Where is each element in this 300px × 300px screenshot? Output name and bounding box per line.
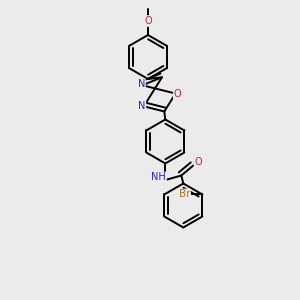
- Text: O: O: [174, 88, 181, 98]
- Text: NH: NH: [151, 172, 166, 182]
- Text: O: O: [194, 158, 202, 167]
- Text: N: N: [138, 79, 145, 89]
- Text: O: O: [144, 16, 152, 26]
- Text: Br: Br: [178, 190, 190, 200]
- Text: N: N: [138, 101, 146, 111]
